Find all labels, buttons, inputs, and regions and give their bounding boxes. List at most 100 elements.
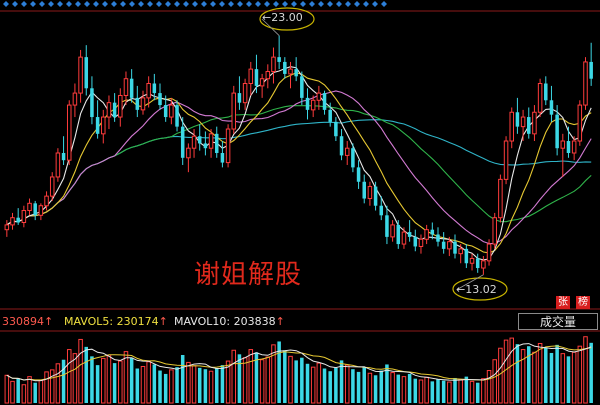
candle-body	[135, 97, 140, 110]
candle	[322, 90, 327, 115]
candle	[300, 71, 304, 106]
candle-body	[418, 238, 424, 247]
high-price-ellipse	[259, 7, 315, 31]
candle-body	[214, 133, 219, 153]
candle	[84, 45, 89, 96]
candle-body	[430, 229, 435, 235]
candle	[424, 224, 429, 245]
candle	[152, 73, 157, 101]
diamond-marker-icon	[192, 1, 198, 7]
volume-bar	[571, 351, 577, 404]
candle	[481, 256, 486, 275]
vol_ma5-line	[6, 343, 592, 382]
candle	[186, 143, 191, 173]
high-price-label: 23.00	[271, 11, 303, 24]
volume-current: 330894↑	[2, 314, 53, 330]
candle-body	[66, 104, 72, 161]
volume-bar	[106, 354, 112, 404]
candle	[203, 131, 208, 156]
candle-body	[288, 68, 293, 75]
candle-body	[55, 152, 61, 178]
candles-layer	[4, 35, 593, 275]
candle	[396, 220, 401, 249]
volume-bar	[242, 357, 248, 404]
candle	[418, 234, 424, 254]
bang-badge[interactable]: 榜	[576, 296, 590, 309]
candle	[158, 83, 162, 110]
top-marker-row	[3, 1, 387, 7]
volume-bar	[401, 376, 407, 404]
indicator-selector-tab[interactable]: 成交量	[518, 313, 598, 330]
candle-body	[310, 99, 316, 111]
mavol10-readout: MAVOL10: 203838↑	[174, 314, 285, 330]
volume-bar	[288, 355, 293, 404]
candle	[294, 57, 298, 82]
volume-bar	[532, 351, 537, 404]
diamond-marker-icon	[57, 1, 63, 7]
volume-bar	[90, 356, 94, 403]
candle	[305, 88, 310, 120]
diamond-marker-icon	[102, 1, 108, 7]
candle-body	[146, 83, 151, 99]
arrow-left-icon: ←	[262, 11, 272, 24]
candle	[520, 109, 526, 142]
candle	[328, 102, 332, 127]
volume-bar	[560, 353, 566, 404]
volume-bar	[344, 364, 350, 404]
volume-bar	[356, 371, 361, 403]
low-price-label: 13.02	[465, 283, 497, 296]
candle-body	[560, 140, 566, 149]
diamond-marker-icon	[210, 1, 216, 7]
volume-bar	[555, 344, 559, 403]
candle	[577, 100, 583, 146]
diamond-marker-icon	[201, 1, 207, 7]
volume-bar	[214, 368, 219, 403]
candle-body	[283, 61, 287, 74]
candle-body	[4, 224, 10, 231]
diamond-marker-icon	[111, 1, 117, 7]
candle	[242, 78, 248, 110]
volume-bar	[78, 338, 83, 404]
volume-bar	[418, 379, 424, 404]
candle-body	[503, 140, 509, 180]
candle	[106, 95, 112, 130]
volume-bar	[379, 370, 384, 403]
diamond-marker-icon	[156, 1, 162, 7]
volume-bar	[334, 367, 338, 403]
candle-body	[492, 217, 497, 245]
diamond-marker-icon	[75, 1, 81, 7]
candle-body	[231, 92, 237, 130]
candle	[101, 109, 106, 144]
candle	[38, 203, 44, 221]
volume-bar	[129, 357, 134, 403]
diamond-marker-icon	[183, 1, 189, 7]
candle-body	[27, 202, 32, 212]
candle	[413, 229, 418, 252]
diamond-marker-icon	[363, 1, 369, 7]
mavol10-value: 203838	[233, 315, 276, 328]
volume-bar	[520, 349, 526, 404]
candle-body	[544, 83, 548, 101]
candle	[169, 97, 174, 125]
candle-body	[532, 111, 537, 135]
candle	[175, 100, 179, 132]
candle	[310, 95, 316, 118]
candle	[351, 143, 355, 173]
candle	[118, 88, 123, 127]
diamond-marker-icon	[381, 1, 387, 7]
candle-body	[90, 88, 94, 118]
volume-bar	[424, 376, 429, 404]
volume-bar	[248, 349, 254, 404]
volume-bar	[44, 371, 49, 404]
volume-bar	[225, 360, 231, 404]
diamond-marker-icon	[291, 1, 297, 7]
candle	[55, 148, 61, 182]
candle-body	[294, 69, 298, 77]
candle	[27, 198, 32, 216]
volume-bar	[300, 357, 304, 403]
candle-body	[300, 76, 304, 98]
candle	[78, 49, 83, 103]
candle-body	[520, 116, 526, 128]
zhang-badge[interactable]: 张	[556, 296, 570, 309]
